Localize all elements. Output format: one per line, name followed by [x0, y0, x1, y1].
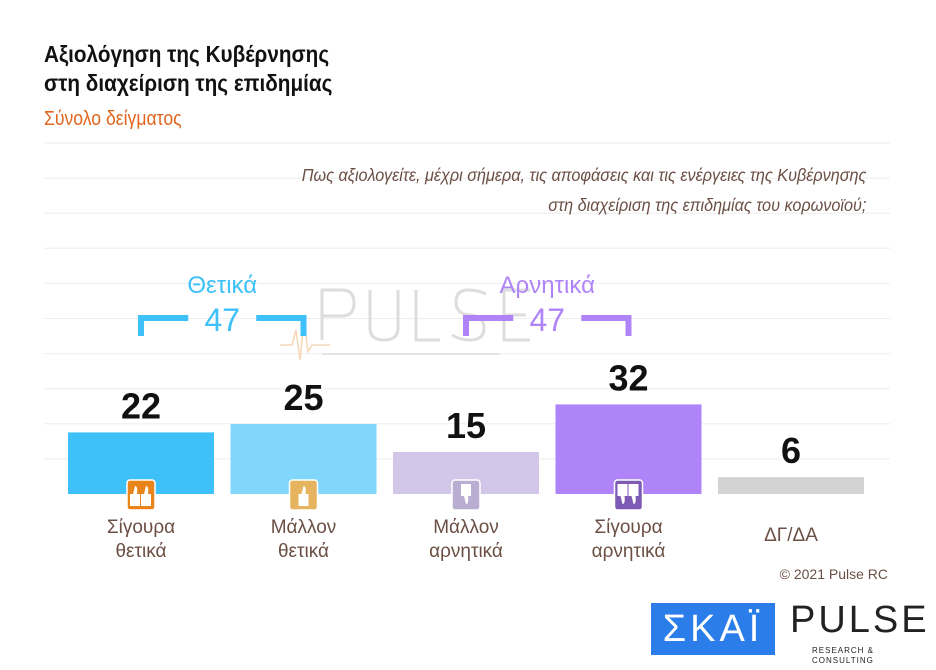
category-label: αρνητικά: [429, 541, 503, 562]
group-total: 47: [204, 302, 240, 338]
thumb-shape: [130, 486, 140, 506]
chart-title: Αξιολόγηση της Κυβέρνησης στη διαχείριση …: [44, 40, 332, 98]
category-label: αρνητικά: [592, 541, 666, 562]
group-label: Θετικά: [187, 272, 257, 299]
thumb-shape: [298, 486, 309, 506]
category-label: Μάλλον: [433, 517, 499, 538]
category-label: Σίγουρα: [594, 517, 662, 538]
bar: [555, 404, 702, 494]
title-line: στη διαχείριση της επιδημίας: [44, 70, 333, 96]
two-thumbs-down-icon: [613, 479, 644, 511]
category-label: ΔΓ/ΔΑ: [764, 525, 818, 546]
category-label: θετικά: [115, 541, 166, 562]
pulse-tagline: RESEARCH & CONSULTING: [812, 646, 875, 665]
category-label: Σίγουρα: [107, 517, 175, 538]
value-label: 25: [283, 377, 323, 418]
thumb-down-icon: [451, 479, 481, 511]
thumb-shape: [628, 484, 639, 504]
chart-subtitle: Σύνολο δείγματος: [44, 108, 182, 130]
thumb-shape: [461, 484, 471, 504]
group-label: Αρνητικά: [500, 272, 596, 299]
group-bracket: [463, 315, 632, 336]
value-label: 22: [121, 385, 161, 426]
bar: [718, 477, 864, 494]
group-total: 47: [529, 302, 565, 338]
value-label: 32: [608, 357, 648, 398]
category-label: θετικά: [278, 541, 329, 562]
group-bracket: [138, 315, 307, 336]
question-line: στη διαχείριση της επιδημίας του κορωνοϊ…: [547, 195, 866, 215]
question-line: Πως αξιολογείτε, μέχρι σήμερα, τις αποφά…: [301, 165, 866, 185]
skai-logo: ΣΚΑΪ: [651, 603, 775, 655]
survey-question: Πως αξιολογείτε, μέχρι σήμερα, τις αποφά…: [301, 160, 866, 220]
value-label: 15: [446, 405, 486, 446]
pulse-logo: PULSE: [790, 599, 930, 641]
category-label: Μάλλον: [271, 517, 337, 538]
two-thumbs-up-icon: [126, 479, 156, 511]
thumb-shape: [617, 484, 628, 504]
pulse-watermark-pulse-line: [280, 319, 330, 361]
copyright: © 2021 Pulse RC: [779, 566, 888, 582]
title-line: Αξιολόγηση της Κυβέρνησης: [44, 41, 330, 67]
value-label: 6: [781, 430, 801, 471]
thumb-shape: [141, 486, 151, 506]
thumb-up-icon: [288, 479, 319, 511]
